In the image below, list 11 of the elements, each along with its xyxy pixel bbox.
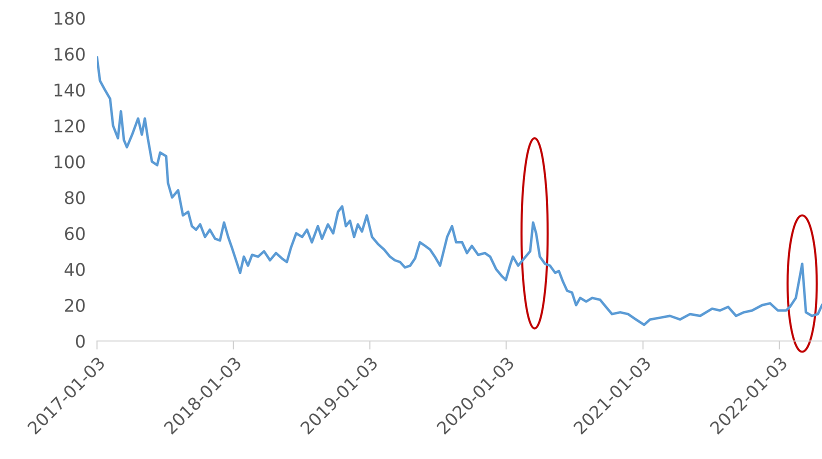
y-tick-label: 100 <box>54 155 85 168</box>
y-tick-label: 80 <box>64 191 85 204</box>
y-tick-label: 0 <box>76 334 85 348</box>
line-series <box>97 56 822 326</box>
y-tick-label: 140 <box>54 83 85 97</box>
y-tick-label: 120 <box>54 119 85 133</box>
y-tick-label: 20 <box>65 298 85 312</box>
y-tick-label: 180 <box>54 12 85 25</box>
y-tick-label: 160 <box>54 48 85 61</box>
y-tick-label: 40 <box>64 262 85 276</box>
y-tick-label: 60 <box>65 227 85 240</box>
